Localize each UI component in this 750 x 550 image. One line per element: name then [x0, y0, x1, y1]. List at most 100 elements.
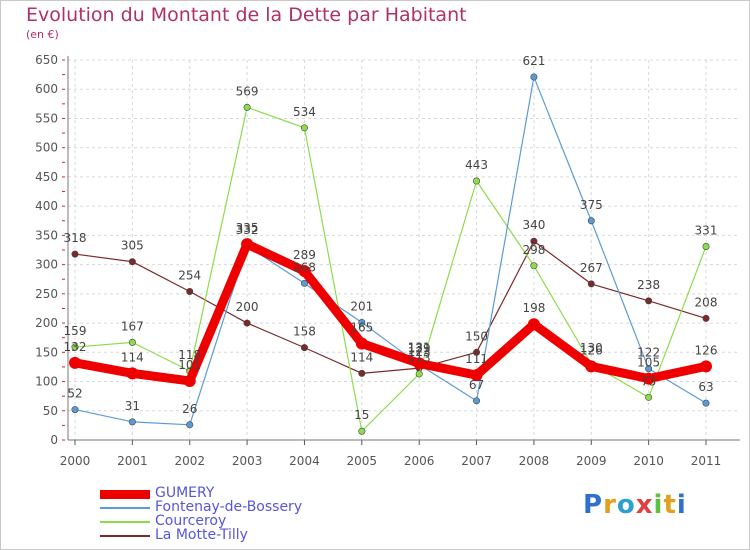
- legend-label: Courceroy: [155, 513, 227, 529]
- data-label: 114: [350, 350, 373, 364]
- y-tick-label: 450: [35, 170, 58, 184]
- y-tick-label: 500: [35, 141, 58, 155]
- data-label: 63: [698, 380, 713, 394]
- data-label: 73: [641, 374, 656, 388]
- y-tick-label: 250: [35, 287, 58, 301]
- logo-letter: i: [653, 490, 664, 520]
- data-label: 159: [64, 324, 87, 338]
- data-point: [126, 367, 139, 380]
- data-label: 123: [408, 345, 431, 359]
- data-label: 131: [408, 340, 431, 354]
- data-point: [358, 369, 366, 377]
- data-point: [128, 338, 136, 346]
- x-tick-label: 2009: [576, 454, 607, 468]
- chart-title: Evolution du Montant de la Dette par Hab…: [26, 4, 467, 26]
- y-tick-label: 650: [35, 53, 58, 67]
- logo-letter: o: [616, 490, 636, 520]
- data-label: 289: [293, 248, 316, 262]
- data-point: [415, 370, 423, 378]
- data-point: [186, 421, 194, 429]
- data-label: 114: [121, 350, 144, 364]
- data-label: 150: [465, 329, 488, 343]
- y-tick-label: 0: [50, 433, 58, 447]
- proxiti-logo: Proxiti: [583, 490, 687, 520]
- x-tick-label: 2007: [461, 454, 492, 468]
- x-tick-label: 2000: [60, 454, 91, 468]
- legend-label: La Motte-Tilly: [155, 527, 248, 543]
- data-label: 340: [522, 218, 545, 232]
- data-point: [645, 393, 653, 401]
- x-tick-label: 2003: [232, 454, 263, 468]
- data-label: 31: [125, 399, 140, 413]
- logo-letter: r: [603, 490, 617, 520]
- data-label: 200: [236, 300, 259, 314]
- y-tick-label: 400: [35, 199, 58, 213]
- data-point: [702, 399, 710, 407]
- data-point: [71, 250, 79, 258]
- data-point: [186, 288, 194, 296]
- data-point: [300, 124, 308, 132]
- data-label: 132: [64, 340, 87, 354]
- data-point: [530, 73, 538, 81]
- data-point: [645, 365, 653, 373]
- y-tick-label: 100: [35, 375, 58, 389]
- logo-letter: P: [583, 490, 604, 520]
- chart-subtitle: (en €): [26, 28, 59, 41]
- logo-letter: x: [635, 490, 654, 520]
- data-label: 254: [178, 269, 201, 283]
- y-tick-label: 350: [35, 228, 58, 242]
- logo-letter: i: [676, 490, 687, 520]
- legend-swatch: [100, 521, 150, 523]
- data-label: 268: [293, 260, 316, 274]
- data-point: [702, 314, 710, 322]
- data-label: 332: [236, 223, 259, 237]
- data-label: 122: [637, 346, 660, 360]
- data-label: 375: [580, 198, 603, 212]
- data-point: [241, 238, 254, 251]
- data-label: 335: [236, 221, 259, 235]
- data-label: 126: [580, 343, 603, 357]
- data-label: 569: [236, 84, 259, 98]
- data-point: [473, 177, 481, 185]
- y-tick-label: 300: [35, 258, 58, 272]
- legend-swatch: [100, 489, 150, 499]
- data-point: [642, 372, 655, 385]
- x-tick-label: 2005: [347, 454, 378, 468]
- x-tick-label: 2006: [404, 454, 435, 468]
- data-label: 534: [293, 105, 316, 119]
- y-tick-label: 50: [43, 404, 58, 418]
- data-label: 305: [121, 239, 144, 253]
- y-tick-label: 550: [35, 111, 58, 125]
- data-point: [128, 418, 136, 426]
- data-point: [473, 348, 481, 356]
- data-point: [183, 374, 196, 387]
- logo-letter: t: [663, 490, 677, 520]
- data-label: 238: [637, 278, 660, 292]
- data-label: 198: [522, 301, 545, 315]
- data-point: [298, 265, 311, 278]
- data-label: 113: [408, 351, 431, 365]
- data-label: 267: [580, 261, 603, 275]
- y-tick-label: 150: [35, 345, 58, 359]
- data-label: 208: [695, 295, 718, 309]
- data-point: [71, 406, 79, 414]
- legend-swatch: [100, 507, 150, 509]
- data-point: [585, 360, 598, 373]
- data-label: 130: [580, 341, 603, 355]
- data-point: [645, 297, 653, 305]
- series-line-gumery: [70, 239, 711, 386]
- data-point: [470, 369, 483, 382]
- x-tick-label: 2010: [633, 454, 664, 468]
- series-line-fontenay-de-bossery: [74, 76, 707, 426]
- data-label: 165: [350, 321, 373, 335]
- data-label: 105: [637, 356, 660, 370]
- data-label: 318: [64, 231, 87, 245]
- y-tick-label: 200: [35, 316, 58, 330]
- data-point: [128, 258, 136, 266]
- legend-label: Fontenay-de-Bossery: [155, 499, 303, 515]
- data-label: 67: [469, 378, 484, 392]
- x-tick-label: 2002: [174, 454, 205, 468]
- x-tick-label: 2004: [289, 454, 320, 468]
- data-point: [587, 280, 595, 288]
- y-tick-label: 600: [35, 82, 58, 96]
